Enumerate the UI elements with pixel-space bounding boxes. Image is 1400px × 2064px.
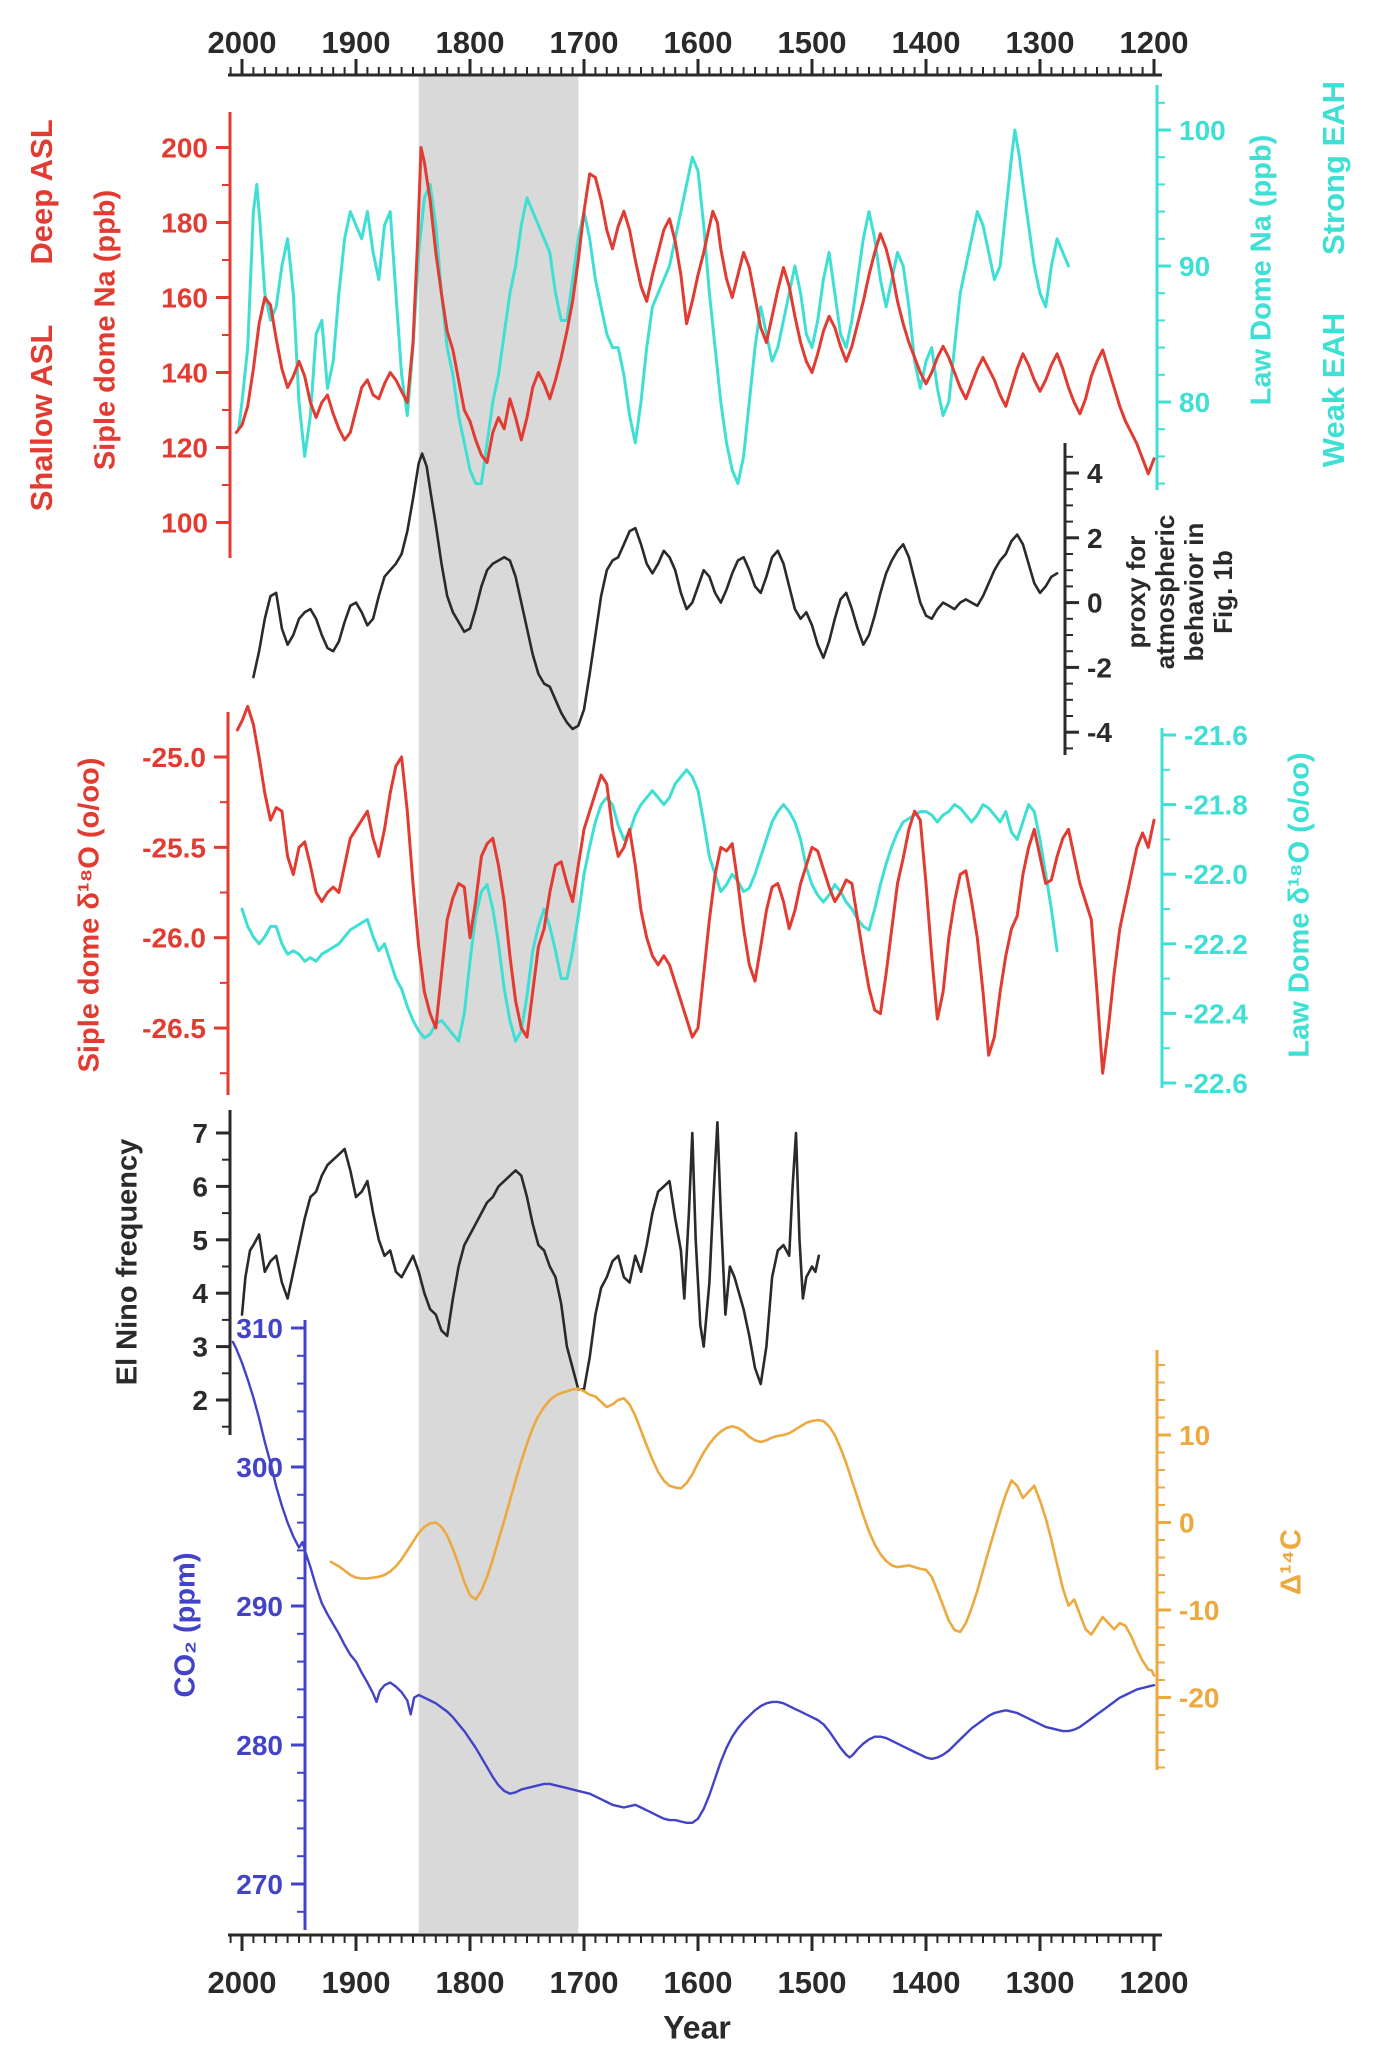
y-tick-label-nino-left: 3	[192, 1332, 208, 1363]
y-tick-label-nino-left: 4	[192, 1278, 208, 1309]
y-tick-label-na-right: 90	[1179, 251, 1210, 282]
y-tick-label-co2-left: 300	[236, 1452, 283, 1483]
y-tick-label-d18o-right: -22.0	[1184, 859, 1248, 890]
axis-na-right: 100 90 80	[1155, 85, 1226, 490]
axis-co2-left: 310 300 290 280 270	[236, 1313, 307, 1930]
y-tick-label-na-left: 160	[161, 283, 208, 314]
x-tick-label: 1800	[436, 1965, 505, 2000]
axis-d14c-right: 10 0 -10 -20	[1155, 1350, 1219, 1770]
series-law_d18o	[240, 768, 1059, 1043]
y-tick-label-co2-left: 310	[236, 1313, 283, 1344]
y-tick-label-proxy-right: 2	[1087, 523, 1103, 554]
axis-proxy-right: 4 2 0 -2 -4	[1063, 443, 1112, 755]
x-tick-label: 1800	[436, 25, 505, 60]
y-tick-label-na-left: 180	[161, 208, 208, 239]
axis-title-co2: CO₂ (ppm)	[169, 1552, 202, 1698]
y-tick-label-na-right: 100	[1179, 115, 1226, 146]
x-tick-label: 1700	[550, 25, 619, 60]
x-tick-label: 1500	[778, 1965, 847, 2000]
y-tick-label-proxy-right: -2	[1087, 652, 1112, 683]
y-tick-label-proxy-right: 4	[1087, 458, 1103, 489]
axis-d18o-right: -21.6 -21.8 -22.0 -22.2 -22.4 -22.6	[1160, 720, 1248, 1099]
y-tick-label-co2-left: 290	[236, 1591, 283, 1622]
series-el_nino	[240, 1121, 821, 1391]
axis-label-strong-eah: Strong EAH	[1316, 81, 1351, 255]
series-d14c	[329, 1387, 1156, 1677]
axis-label-weak-eah: Weak EAH	[1316, 312, 1351, 468]
y-tick-label-d14c-right: 0	[1179, 1508, 1195, 1539]
y-tick-label-d18o-right: -22.6	[1184, 1068, 1248, 1099]
axis-d18o-left: -25.0 -25.5 -26.0 -26.5	[142, 712, 230, 1095]
y-tick-label-na-left: 200	[161, 133, 208, 164]
axis-title-proxy: proxy for atmospheric behavior in Fig. 1…	[1120, 514, 1239, 670]
axis-title-siple-na: Siple dome Na (ppb)	[89, 189, 122, 471]
y-tick-label-d18o-left: -26.5	[142, 1013, 206, 1044]
x-axis-bottom: 2000 1900 1800 1700 1600 1500 1400 1300 1200	[208, 1933, 1189, 2000]
x-tick-label: 1500	[778, 25, 847, 60]
x-tick-label: 2000	[208, 25, 277, 60]
y-tick-label-d18o-right: -21.8	[1184, 790, 1248, 821]
y-tick-label-na-left: 120	[161, 433, 208, 464]
x-tick-label: 1400	[892, 1965, 961, 2000]
y-tick-label-co2-left: 270	[236, 1869, 283, 1900]
y-tick-label-nino-left: 7	[192, 1118, 208, 1149]
x-tick-label: 1600	[664, 1965, 733, 2000]
x-tick-label: 2000	[208, 1965, 277, 2000]
axis-title-law-na: Law Dome Na (ppb)	[1245, 134, 1278, 406]
x-tick-label: 1200	[1120, 25, 1189, 60]
x-tick-label: 1900	[322, 25, 391, 60]
x-tick-label: 1700	[550, 1965, 619, 2000]
series-co2	[231, 1340, 1156, 1825]
x-tick-label: 1600	[664, 25, 733, 60]
axis-label-deep-asl: Deep ASL	[24, 119, 59, 265]
series-siple_na	[234, 146, 1156, 476]
y-tick-label-co2-left: 280	[236, 1730, 283, 1761]
axis-nino-left: 7 6 5 4 3 2	[192, 1110, 232, 1435]
y-tick-label-d18o-left: -25.5	[142, 832, 206, 863]
y-tick-label-d14c-right: -10	[1179, 1595, 1219, 1626]
y-tick-label-nino-left: 5	[192, 1225, 208, 1256]
axis-title-el-nino: El Nino frequency	[111, 1138, 144, 1386]
x-tick-label: 1300	[1006, 25, 1075, 60]
y-tick-label-nino-left: 6	[192, 1171, 208, 1202]
y-tick-label-d18o-left: -26.0	[142, 923, 206, 954]
axis-title-siple-d18o: Siple dome δ¹⁸O (o/oo)	[73, 757, 106, 1073]
x-axis-top: 2000 1900 1800 1700 1600 1500 1400 1300 1200	[208, 25, 1189, 77]
y-tick-label-na-right: 80	[1179, 387, 1210, 418]
x-axis-title-year: Year	[663, 2009, 731, 2046]
series-proxy	[252, 452, 1059, 731]
y-tick-label-proxy-right: 0	[1087, 588, 1103, 619]
axis-label-shallow-asl: Shallow ASL	[24, 324, 59, 512]
x-tick-label: 1400	[892, 25, 961, 60]
y-tick-label-d18o-right: -22.4	[1184, 998, 1248, 1029]
y-tick-label-na-left: 140	[161, 358, 208, 389]
x-tick-label: 1900	[322, 1965, 391, 2000]
y-tick-label-na-left: 100	[161, 508, 208, 539]
axis-title-law-d18o: Law Dome δ¹⁸O (o/oo)	[1283, 752, 1316, 1058]
series-siple_d18o	[235, 704, 1156, 1075]
y-tick-label-d14c-right: 10	[1179, 1420, 1210, 1451]
axis-na-left: 200 180 160 140 120 100	[161, 112, 232, 558]
x-tick-label: 1200	[1120, 1965, 1189, 2000]
y-tick-label-proxy-right: -4	[1087, 717, 1112, 748]
series-law_na	[237, 128, 1070, 486]
shaded-band	[418, 76, 579, 1933]
y-tick-label-d14c-right: -20	[1179, 1683, 1219, 1714]
y-tick-label-d18o-left: -25.0	[142, 742, 206, 773]
y-tick-label-nino-left: 2	[192, 1385, 208, 1416]
x-tick-label: 1300	[1006, 1965, 1075, 2000]
y-tick-label-d18o-right: -22.2	[1184, 929, 1248, 960]
y-tick-label-d18o-right: -21.6	[1184, 720, 1248, 751]
axis-title-d14c: Δ¹⁴C	[1275, 1529, 1308, 1595]
